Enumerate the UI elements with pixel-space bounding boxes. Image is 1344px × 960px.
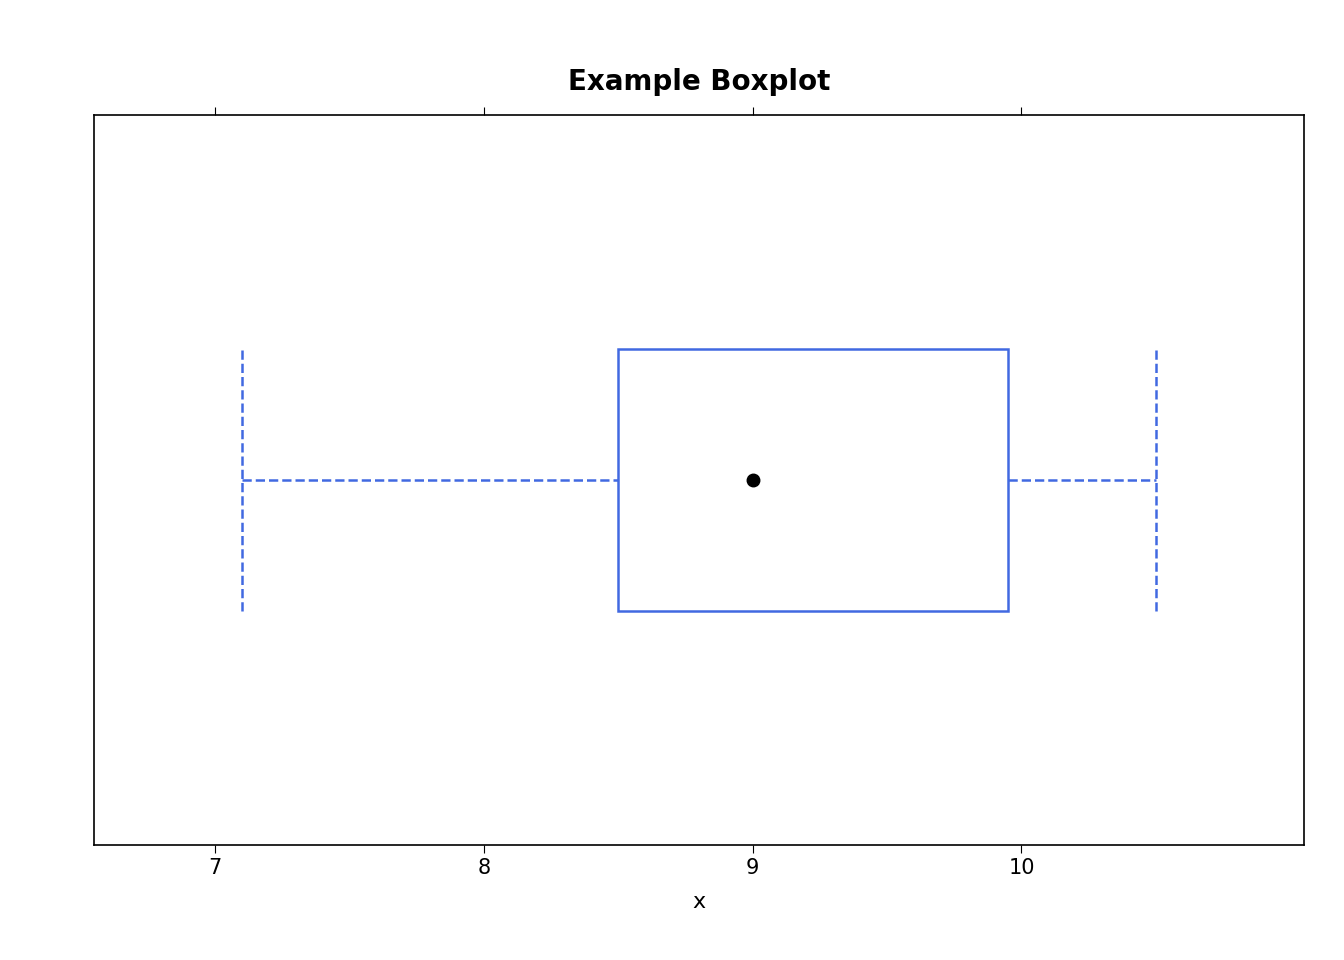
X-axis label: x: x <box>692 892 706 912</box>
Title: Example Boxplot: Example Boxplot <box>567 68 831 96</box>
Bar <box>618 348 1008 612</box>
